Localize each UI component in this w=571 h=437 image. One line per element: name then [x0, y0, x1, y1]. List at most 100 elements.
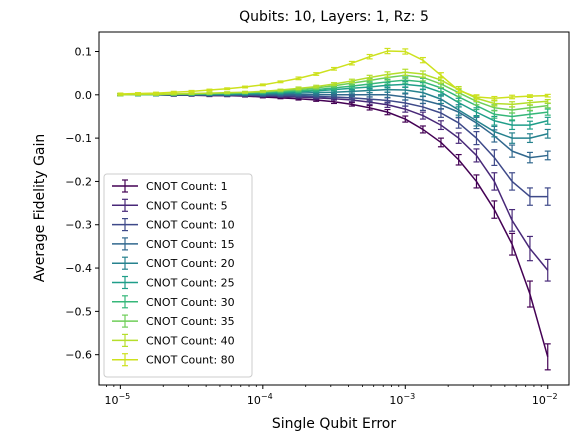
error-bar	[509, 172, 516, 191]
x-tick-label: 10−3	[389, 392, 415, 407]
legend-label: CNOT Count: 80	[146, 354, 235, 367]
y-axis-label: Average Fidelity Gain	[32, 134, 48, 283]
legend-item: CNOT Count: 15	[112, 237, 235, 251]
legend-item: CNOT Count: 30	[112, 295, 235, 309]
error-bar	[509, 144, 516, 158]
y-tick-label: −0.2	[65, 175, 92, 188]
legend-item: CNOT Count: 10	[112, 218, 235, 232]
error-bar	[526, 151, 533, 164]
error-bar	[348, 78, 355, 84]
legend-item: CNOT Count: 25	[112, 275, 235, 290]
error-bar	[544, 150, 551, 161]
error-bar	[277, 88, 284, 92]
legend-label: CNOT Count: 40	[146, 334, 235, 347]
error-bar	[509, 94, 516, 100]
error-bar	[526, 133, 533, 144]
legend-item: CNOT Count: 20	[112, 256, 235, 270]
error-bar	[491, 100, 498, 107]
y-tick-label: 0.1	[75, 45, 93, 58]
x-tick-label: 10−5	[104, 392, 130, 407]
x-tick-label-base: 10	[389, 394, 403, 407]
x-tick-label-base: 10	[532, 394, 546, 407]
x-tick-label-exponent: −4	[261, 392, 273, 401]
error-bar	[402, 68, 409, 76]
error-bar	[526, 94, 533, 99]
error-bar	[491, 200, 498, 219]
legend-label: CNOT Count: 1	[146, 180, 228, 193]
error-bar	[331, 82, 338, 86]
legend: CNOT Count: 1 CNOT Count: 5 CNOT Count: 10…	[103, 173, 253, 378]
error-bar	[437, 120, 444, 131]
error-bar	[526, 235, 533, 262]
error-bar	[509, 132, 516, 144]
error-bar	[366, 74, 373, 81]
error-bar	[206, 88, 213, 92]
error-bar	[473, 148, 480, 163]
error-bar	[473, 94, 480, 100]
error-bar	[419, 70, 426, 78]
error-bar	[473, 131, 480, 146]
error-bar	[455, 153, 462, 166]
error-bar	[419, 125, 426, 134]
error-bar	[135, 92, 142, 95]
y-tick-label: −0.3	[65, 219, 92, 232]
error-bar	[419, 56, 426, 64]
series-10	[117, 47, 551, 101]
error-bar	[384, 108, 391, 116]
error-bar	[544, 343, 551, 371]
error-bar	[384, 71, 391, 78]
error-bar	[117, 92, 124, 96]
error-bar	[348, 60, 355, 66]
error-bar	[544, 108, 551, 116]
error-bar	[544, 116, 551, 125]
chart-title: Qubits: 10, Layers: 1, Rz: 5	[239, 9, 429, 25]
x-axis-label: Single Qubit Error	[272, 416, 396, 432]
plot-area	[117, 47, 551, 371]
y-tick-label: −0.1	[65, 132, 92, 145]
legend-box	[103, 173, 253, 378]
error-bar	[313, 72, 320, 76]
y-tick-label: −0.5	[65, 305, 92, 318]
x-tick-label: 10−2	[532, 392, 558, 407]
error-bar	[259, 83, 266, 87]
error-bar	[206, 91, 213, 95]
y-axis: 0.1 0.0 −0.1 −0.2 −0.3 −0.4 −0.5 −0.6	[65, 45, 99, 362]
error-bar	[544, 128, 551, 139]
error-bar	[526, 120, 533, 130]
error-bar	[259, 89, 266, 93]
error-bar	[491, 172, 498, 191]
y-tick-label: −0.6	[65, 349, 92, 362]
error-bar	[544, 258, 551, 282]
error-bar	[384, 47, 391, 55]
error-bar	[437, 137, 444, 148]
error-bar	[491, 125, 498, 138]
error-bar	[348, 101, 355, 107]
x-tick-label-exponent: −2	[546, 392, 558, 401]
error-bar	[402, 93, 409, 101]
error-bar	[224, 91, 231, 95]
legend-label: CNOT Count: 20	[146, 257, 235, 270]
series-layer	[117, 47, 551, 371]
error-bar	[242, 90, 249, 94]
legend-label: CNOT Count: 5	[146, 199, 228, 212]
error-bar	[437, 72, 444, 79]
error-bar	[295, 86, 302, 91]
error-bar	[188, 89, 195, 93]
error-bar	[509, 120, 516, 131]
legend-label: CNOT Count: 25	[146, 277, 235, 290]
error-bar	[526, 99, 533, 106]
error-bar	[170, 90, 177, 94]
error-bar	[366, 53, 373, 60]
legend-label: CNOT Count: 35	[146, 315, 235, 328]
error-bar	[295, 76, 302, 81]
error-bar	[242, 85, 249, 89]
legend-item: CNOT Count: 35	[112, 314, 235, 328]
error-bar	[402, 115, 409, 123]
error-bar	[509, 208, 516, 232]
error-bar	[277, 80, 284, 84]
legend-label: CNOT Count: 15	[146, 238, 235, 251]
error-bar	[509, 101, 516, 108]
error-bar	[491, 149, 498, 167]
